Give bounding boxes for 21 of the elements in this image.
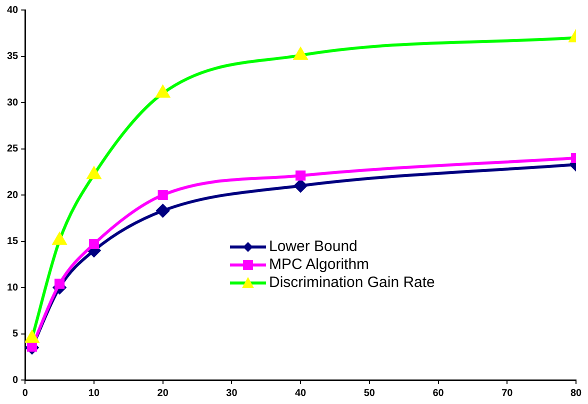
x-tick-label: 40: [295, 388, 307, 399]
legend-label: MPC Algorithm: [269, 255, 370, 275]
y-tick-label: 10: [7, 282, 19, 294]
x-tick-label: 80: [570, 388, 582, 399]
y-tick-label: 5: [12, 328, 19, 340]
y-tick-label: 30: [7, 97, 19, 108]
y-tick-label: 15: [7, 236, 19, 247]
x-tick-label: 10: [88, 388, 100, 399]
y-tick-label: 20: [7, 190, 19, 201]
x-tick-label: 0: [22, 388, 28, 399]
legend-label: Discrimination Gain Rate: [269, 273, 435, 293]
x-tick-label: 70: [502, 388, 514, 399]
x-tick-label: 30: [226, 388, 238, 399]
y-tick-label: 0: [12, 374, 19, 386]
y-tick-label: 35: [7, 51, 19, 62]
y-tick-label: 25: [7, 144, 19, 154]
legend-label: Lower Bound: [269, 237, 358, 257]
x-tick-label: 50: [364, 388, 376, 399]
x-tick-label: 20: [157, 388, 169, 399]
x-tick-label: 60: [432, 388, 444, 399]
y-tick-label: 40: [7, 4, 19, 16]
